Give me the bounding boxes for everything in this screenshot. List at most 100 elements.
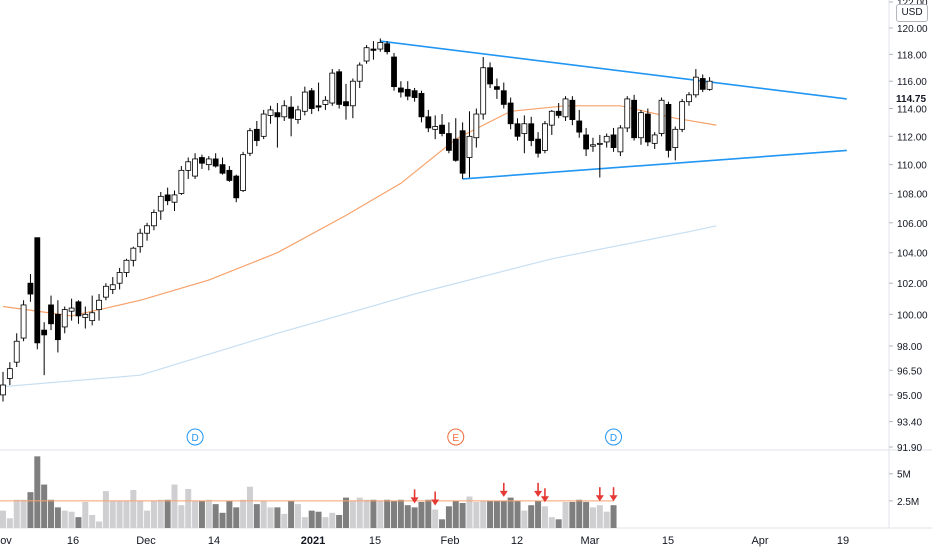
volume-bar xyxy=(589,507,596,528)
event-marker-label: E xyxy=(452,433,459,444)
time-tick-label: 2021 xyxy=(301,535,325,547)
volume-bar xyxy=(219,512,226,528)
candle xyxy=(192,158,198,177)
volume-arrow-head xyxy=(431,499,440,506)
volume-arrow-head xyxy=(540,496,549,503)
volume-bar xyxy=(480,500,487,528)
volume-bar xyxy=(233,507,240,528)
volume-bar xyxy=(363,499,370,528)
candle xyxy=(27,282,34,295)
candle xyxy=(494,86,500,90)
candle xyxy=(6,368,13,379)
volume-bar xyxy=(473,501,480,528)
volume-bar xyxy=(150,500,157,528)
price-tick-label: 112.00 xyxy=(897,132,927,143)
volume-tick-label: 2.5M xyxy=(897,497,919,508)
candle xyxy=(500,90,507,105)
candle xyxy=(295,109,301,120)
candle xyxy=(68,307,75,312)
candle xyxy=(322,99,329,105)
candle xyxy=(109,284,116,290)
candle xyxy=(212,158,219,167)
volume-bar xyxy=(391,500,398,528)
volume-bar xyxy=(459,503,466,528)
candle xyxy=(363,47,370,62)
event-marker-label: D xyxy=(610,433,617,444)
volume-bar xyxy=(41,484,48,528)
candle xyxy=(308,90,315,109)
candle xyxy=(260,113,267,137)
time-tick-label: 12 xyxy=(511,535,523,547)
candle xyxy=(349,80,356,107)
candle xyxy=(686,94,692,103)
candle xyxy=(384,43,391,53)
volume-bar xyxy=(171,484,178,528)
currency-badge[interactable]: USD xyxy=(896,4,928,22)
candle xyxy=(473,113,480,139)
time-tick-label: 15 xyxy=(369,535,381,547)
candle xyxy=(151,212,157,227)
price-tick-label: 118.00 xyxy=(897,50,927,61)
volume-bar xyxy=(541,506,548,528)
candle xyxy=(103,285,109,298)
volume-bar xyxy=(411,507,418,528)
candle xyxy=(576,120,583,133)
candle xyxy=(144,225,150,234)
candle xyxy=(226,169,233,181)
candle xyxy=(418,93,425,118)
volume-bar xyxy=(521,510,528,528)
candle xyxy=(267,109,274,116)
candle xyxy=(466,135,473,158)
candle xyxy=(61,309,68,328)
volume-bar xyxy=(583,501,590,528)
candle xyxy=(219,164,226,174)
volume-bar xyxy=(315,511,322,528)
volume-bar xyxy=(384,499,391,528)
candle xyxy=(329,72,336,104)
volume-bar xyxy=(514,500,521,528)
candle xyxy=(281,105,288,118)
candle xyxy=(699,78,706,90)
volume-tick-label: 5M xyxy=(897,470,911,481)
candle xyxy=(274,112,281,118)
candle xyxy=(631,99,638,139)
volume-bar xyxy=(596,505,603,528)
candle xyxy=(301,91,308,112)
volume-bar xyxy=(20,499,27,528)
candle xyxy=(20,304,27,339)
candle xyxy=(445,133,452,151)
candle xyxy=(171,194,178,203)
time-tick-label: Apr xyxy=(751,535,768,547)
volume-bar xyxy=(75,517,82,528)
event-marker xyxy=(605,428,623,446)
candle xyxy=(665,103,672,151)
time-tick-label: ov xyxy=(0,535,12,547)
volume-bar xyxy=(562,501,569,528)
candle xyxy=(377,42,384,50)
volume-arrow-head xyxy=(534,490,543,497)
volume-bar xyxy=(109,500,116,528)
candle xyxy=(480,67,487,115)
volume-bar xyxy=(377,500,384,528)
volume-bar xyxy=(226,500,233,528)
candle xyxy=(13,340,20,363)
volume-bar xyxy=(493,500,500,528)
candle xyxy=(247,130,253,154)
price-tick-label: 120.00 xyxy=(897,24,928,35)
price-tick-label: 96.50 xyxy=(897,366,922,377)
volume-bar xyxy=(246,486,253,528)
price-tick-label: 106.00 xyxy=(897,219,928,230)
price-tick-label: 91.90 xyxy=(897,443,922,454)
candle xyxy=(34,237,41,344)
volume-bar xyxy=(370,499,377,528)
time-tick-label: Mar xyxy=(581,535,600,547)
volume-bar xyxy=(102,491,109,528)
candle xyxy=(75,301,82,317)
candle xyxy=(199,157,205,164)
trendline-lower xyxy=(462,149,847,180)
volume-bar xyxy=(6,518,13,528)
candle xyxy=(638,112,644,139)
candle xyxy=(459,130,466,174)
